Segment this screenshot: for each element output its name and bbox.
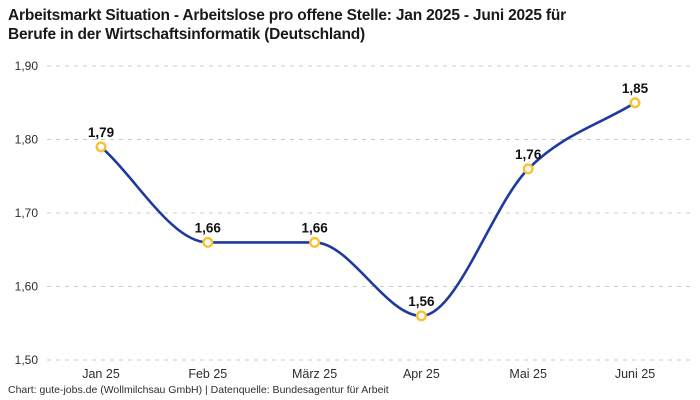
x-tick-label: Jan 25: [82, 367, 120, 381]
y-tick-label: 1,50: [15, 353, 39, 367]
chart-title-line2: Berufe in der Wirtschaftsinformatik (Deu…: [8, 26, 365, 43]
y-tick-label: 1,60: [15, 280, 39, 294]
data-point-label: 1,76: [515, 147, 542, 162]
chart-title: Arbeitsmarkt Situation - Arbeitslose pro…: [8, 6, 692, 44]
x-tick-label: Juni 25: [615, 367, 655, 381]
series-line: [99, 101, 637, 318]
chart-footer: Chart: gute-jobs.de (Wollmilchsau GmbH) …: [8, 384, 389, 396]
x-tick-label: Apr 25: [403, 367, 440, 381]
data-point-label: 1,56: [408, 294, 435, 309]
x-tick-label: Mai 25: [509, 367, 547, 381]
data-point: [309, 236, 321, 248]
data-point: [415, 310, 427, 322]
y-tick-label: 1,70: [15, 206, 39, 220]
data-point: [202, 236, 214, 248]
data-point-label: 1,66: [195, 220, 222, 235]
chart-title-line1: Arbeitsmarkt Situation - Arbeitslose pro…: [8, 7, 566, 24]
data-point: [629, 97, 641, 109]
data-point-label: 1,79: [88, 125, 114, 140]
x-tick-label: März 25: [292, 367, 337, 381]
line-chart: 1,50 1,60 1,70 1,80 1,90 Jan 25 Feb 25 März 25 A…: [15, 59, 694, 381]
data-point: [95, 141, 107, 153]
data-point: [522, 163, 534, 175]
data-point-label: 1,66: [301, 220, 328, 235]
data-point-label: 1,85: [622, 81, 649, 96]
y-tick-label: 1,80: [15, 133, 39, 147]
x-tick-label: Feb 25: [188, 367, 227, 381]
y-tick-label: 1,90: [15, 59, 39, 73]
